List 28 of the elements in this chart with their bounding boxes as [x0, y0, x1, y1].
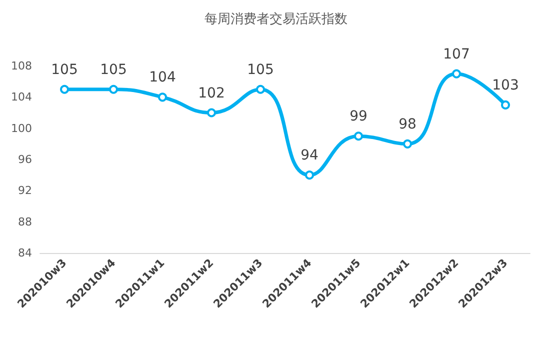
data-label: 98: [398, 116, 416, 132]
y-tick-label: 96: [18, 153, 32, 166]
point: [305, 170, 314, 180]
point: [158, 92, 167, 102]
point: [109, 84, 118, 94]
data-label: 103: [492, 77, 519, 94]
point: [501, 100, 510, 110]
y-tick-label: 100: [11, 122, 32, 135]
data-label: 105: [51, 62, 78, 78]
y-tick-label: 92: [18, 184, 32, 198]
point: [403, 139, 412, 148]
y-tick-label: 84: [18, 246, 32, 260]
data-label: 102: [198, 85, 225, 102]
point: [256, 84, 265, 94]
data-label: 104: [149, 70, 176, 86]
data-label: 94: [300, 148, 318, 164]
point: [207, 108, 216, 118]
data-label: 107: [443, 46, 470, 62]
y-tick-label: 104: [11, 90, 32, 104]
point: [354, 132, 363, 141]
y-tick-label: 88: [18, 215, 32, 228]
point: [452, 69, 461, 78]
point: [60, 84, 69, 94]
chart-title: 每周消费者交易活跃指数: [204, 11, 348, 27]
data-label: 105: [247, 62, 274, 78]
data-label: 99: [350, 108, 368, 125]
y-tick-label: 108: [11, 60, 32, 72]
data-label: 105: [100, 62, 127, 78]
